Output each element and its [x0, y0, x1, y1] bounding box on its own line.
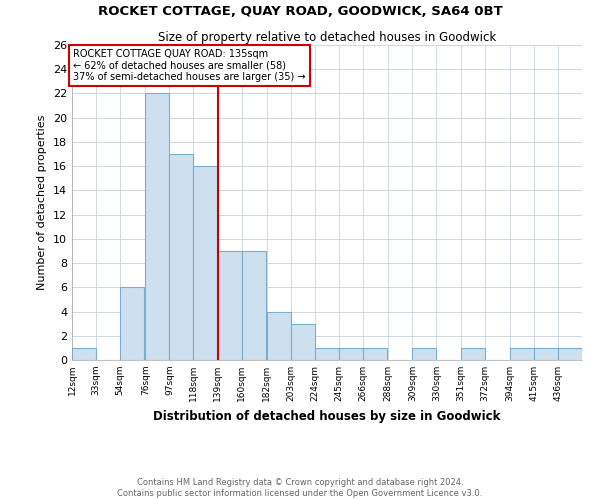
- Bar: [558, 348, 582, 360]
- Bar: [72, 348, 96, 360]
- Bar: [461, 348, 485, 360]
- Bar: [363, 348, 387, 360]
- Bar: [534, 348, 558, 360]
- Y-axis label: Number of detached properties: Number of detached properties: [37, 115, 47, 290]
- Text: ROCKET COTTAGE QUAY ROAD: 135sqm
← 62% of detached houses are smaller (58)
37% o: ROCKET COTTAGE QUAY ROAD: 135sqm ← 62% o…: [73, 48, 305, 82]
- Text: ROCKET COTTAGE, QUAY ROAD, GOODWICK, SA64 0BT: ROCKET COTTAGE, QUAY ROAD, GOODWICK, SA6…: [98, 5, 502, 18]
- Bar: [169, 154, 193, 360]
- Bar: [145, 94, 169, 360]
- Bar: [267, 312, 291, 360]
- Bar: [193, 166, 218, 360]
- Bar: [510, 348, 534, 360]
- Bar: [315, 348, 339, 360]
- Bar: [339, 348, 363, 360]
- Text: Contains HM Land Registry data © Crown copyright and database right 2024.
Contai: Contains HM Land Registry data © Crown c…: [118, 478, 482, 498]
- Bar: [218, 251, 242, 360]
- Bar: [242, 251, 266, 360]
- X-axis label: Distribution of detached houses by size in Goodwick: Distribution of detached houses by size …: [154, 410, 500, 422]
- Bar: [412, 348, 436, 360]
- Title: Size of property relative to detached houses in Goodwick: Size of property relative to detached ho…: [158, 31, 496, 44]
- Bar: [120, 288, 144, 360]
- Bar: [291, 324, 315, 360]
